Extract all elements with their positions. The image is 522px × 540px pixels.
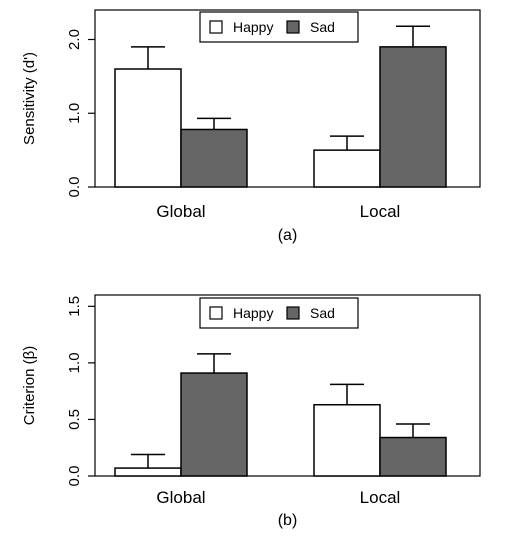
bar-sad-local bbox=[379, 436, 447, 477]
legend: Happy Sad bbox=[199, 297, 359, 329]
legend-swatch-happy bbox=[209, 20, 223, 34]
legend-label-sad: Sad bbox=[310, 19, 335, 35]
legend-label-happy: Happy bbox=[233, 19, 273, 35]
x-tick-label: Global bbox=[156, 488, 205, 507]
plot-frame bbox=[94, 294, 481, 477]
y-tick-label: 2.0 bbox=[66, 29, 83, 50]
y-tick-label: 1.0 bbox=[66, 103, 83, 124]
y-tick-label: 1.5 bbox=[66, 296, 83, 317]
y-tick-label: 0.0 bbox=[66, 177, 83, 198]
bar-happy-global bbox=[114, 68, 182, 188]
bar-sad-local bbox=[379, 46, 447, 188]
bar-happy-local bbox=[313, 149, 381, 188]
bar-happy-local bbox=[313, 403, 381, 477]
legend-label-happy: Happy bbox=[233, 305, 273, 321]
bar-sad-global bbox=[180, 372, 248, 477]
legend-box bbox=[199, 297, 359, 329]
panel-b: 0.0 0.5 1.0 1.5 Criterion (β) Global Local (b) H… bbox=[21, 294, 481, 529]
panel-label: (a) bbox=[278, 227, 298, 244]
legend-label-sad: Sad bbox=[310, 305, 335, 321]
x-tick-label: Global bbox=[156, 202, 205, 221]
y-tick-label: 0.5 bbox=[66, 409, 83, 430]
panel-label: (b) bbox=[278, 512, 298, 529]
bar-sad-global bbox=[180, 128, 248, 188]
x-tick-label: Local bbox=[360, 202, 401, 221]
x-tick-label: Local bbox=[360, 488, 401, 507]
legend: Happy Sad bbox=[199, 11, 359, 43]
y-tick-label: 0.0 bbox=[66, 466, 83, 487]
legend-swatch-sad bbox=[286, 20, 300, 34]
y-tick-label: 1.0 bbox=[66, 352, 83, 373]
legend-swatch-happy bbox=[209, 306, 223, 320]
y-axis-label: Criterion (β) bbox=[21, 346, 38, 425]
legend-box bbox=[199, 11, 359, 43]
panel-a: 0.0 1.0 2.0 Sensitivity (d') Global Local (a) H… bbox=[21, 9, 481, 244]
legend-swatch-sad bbox=[286, 306, 300, 320]
bar-happy-global bbox=[114, 467, 182, 477]
plot-frame bbox=[94, 9, 481, 188]
y-axis-label: Sensitivity (d') bbox=[21, 52, 38, 145]
